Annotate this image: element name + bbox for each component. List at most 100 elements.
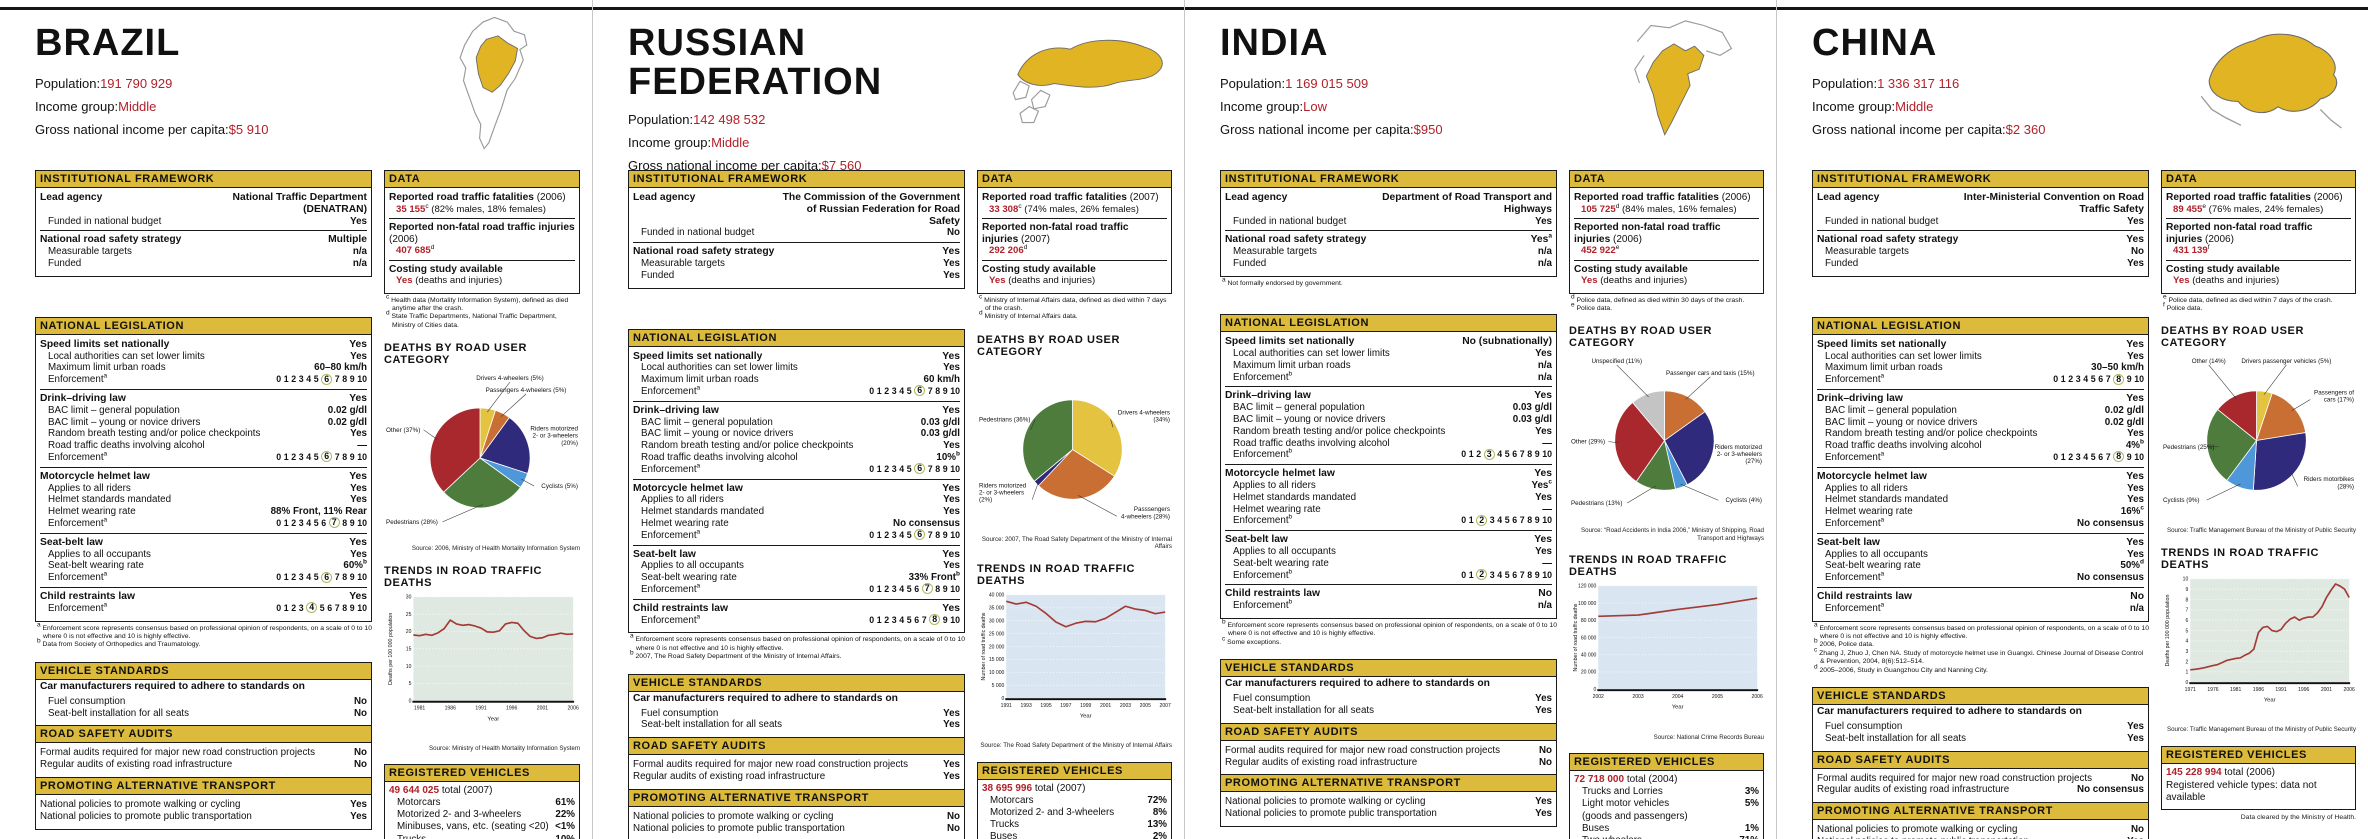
field-label: Enforcementa [40, 517, 270, 530]
pie-slice-red [429, 407, 481, 493]
vehicle-type-row: Trucks 10% [389, 834, 575, 839]
vehicle-type-label: Trucks and Lorries [1582, 786, 1663, 798]
footnote: b 2007, The Road Safety Department of th… [630, 649, 842, 661]
field-row: Random breath testing and/or police chec… [633, 440, 960, 452]
alternative-transport-section-body: National policies to promote walking or … [629, 807, 964, 839]
field-value: Yes [349, 393, 367, 405]
field-value: n/a [353, 258, 367, 270]
enforcement-score-digit: 4 [899, 463, 905, 474]
footnote-marker: a [103, 570, 108, 578]
field-value-text: Yes [1531, 479, 1549, 491]
enforcement-score-digit: 1 [1468, 569, 1474, 580]
pie-label-text: (2%) [979, 496, 992, 503]
national-legislation-section-body: Speed limits set nationally No (subnation… [1221, 332, 1556, 618]
field-value-text: Yes [1535, 808, 1552, 820]
x-tick-label: 1971 [2185, 687, 2196, 693]
field-label: Applies to all occupants [40, 549, 344, 561]
field-label: Enforcementb [1225, 371, 1532, 384]
enforcement-score-digit: 2 [291, 572, 297, 583]
footnote-marker: d [386, 310, 390, 318]
enforcement-scale: 0 1 2 3 4 5 6 7 8 9 10 [1461, 569, 1552, 581]
field-label: Helmet wearing rate [633, 518, 887, 530]
field-row: Applies to all riders Yes [1817, 483, 2144, 495]
left-column: INSTITUTIONAL FRAMEWORK Lead agency Inter-… [1812, 170, 2149, 839]
enforcement-score-digit: 8 [1527, 569, 1533, 580]
field-label-text: Applies to all riders [641, 494, 724, 506]
trend-line [2190, 583, 2350, 671]
income-group-value: Middle [118, 99, 157, 114]
field-group: Seat-belt law Yes Applies to all occupants… [1817, 532, 2144, 587]
field-label: National road safety strategy [1225, 234, 1525, 246]
info-line: Income group:Low [1220, 99, 1443, 114]
vehicle-type-value: 22% [555, 809, 575, 821]
field-label: Formal audits required for major new roa… [40, 747, 348, 759]
enforcement-score-digit: 3 [298, 374, 304, 385]
enforcement-score-digit: 6 [914, 583, 920, 594]
vehicle-standards-section-title: VEHICLE STANDARDS [1813, 687, 2148, 705]
enforcement-score-digit: 0 [1461, 515, 1467, 526]
footnote-marker: b [2140, 438, 2144, 446]
field-value: Yes [2126, 234, 2144, 246]
field-row: Road traffic deaths involving alcohol — [1225, 438, 1552, 450]
field-label: Funded in national budget [1817, 216, 2121, 228]
data-item-value: Yes [989, 275, 1006, 286]
vehicle-standards-section-intro: Car manufacturers required to adhere to … [40, 680, 305, 692]
enforcement-score-digit: 2 [2068, 451, 2074, 462]
field-value: No [354, 708, 367, 720]
registered-vehicles-title: REGISTERED VEHICLES [385, 765, 579, 783]
footnote: f Police data. [2163, 301, 2203, 312]
footnote-marker: b [1222, 618, 1226, 626]
alternative-transport-section-title: PROMOTING ALTERNATIVE TRANSPORT [629, 789, 964, 807]
vehicle-type-row: Trucks and Lorries 3% [1574, 786, 1759, 798]
field-row: Applies to all occupants Yes [633, 560, 960, 572]
field-label-text: BAC limit – young or novice drivers [1825, 416, 1978, 428]
enforcement-score-digit: 9 [1534, 515, 1540, 526]
footnote-marker: b [1288, 514, 1293, 522]
enforcement-score-digit: 3 [891, 614, 897, 625]
field-row: Applies to all riders Yes [633, 494, 960, 506]
pie-slice-orange [2255, 393, 2307, 442]
field-value: 0 1 2 3 4 5 6 7 8 9 10 [869, 583, 960, 596]
vehicle-standards-section-body: Car manufacturers required to adhere to … [1813, 705, 2148, 751]
vehicle-standards-section: VEHICLE STANDARDS Car manufacturers requi… [1220, 659, 1557, 724]
registered-extra-note: Registered vehicle types: data not avail… [2166, 779, 2317, 803]
field-row: National road safety strategy Yes [633, 246, 960, 258]
pie-label: Pedestrians (25%) [2163, 444, 2214, 451]
field-label-text: Helmet wearing rate [641, 517, 729, 529]
field-label-text: Fuel consumption [1233, 693, 1311, 705]
enforcement-scale: 0 1 2 3 4 5 6 7 8 9 10 [276, 602, 367, 614]
field-row: Lead agency Inter-Ministerial Convention … [1817, 192, 2144, 216]
field-label-text: Random breath testing and/or police chec… [1233, 425, 1446, 437]
russia-map-icon [1004, 14, 1176, 152]
field-label-text: Enforcement [48, 517, 104, 529]
field-row: Regular audits of existing road infrastr… [1817, 784, 2144, 796]
data-item: Reported non-fatal road traffic injuries… [1574, 218, 1759, 260]
field-value-text: 33% Front [908, 572, 957, 584]
field-row: Enforcementa 0 1 2 3 4 5 6 7 8 9 10 [1817, 451, 2144, 464]
field-value-text: Yes [2126, 392, 2144, 404]
enforcement-score-digit: 2 [291, 451, 297, 462]
footnote: a Not formally endorsed by government. [1222, 276, 1343, 287]
field-value-text: No consensus [2077, 784, 2144, 796]
field-label-text: Random breath testing and/or police chec… [641, 440, 854, 452]
field-value: 33% Frontb [908, 571, 960, 584]
field-label: National policies to promote walking or … [633, 811, 941, 823]
enforcement-score-digit: 4 [1497, 569, 1503, 580]
enforcement-score-digit: 9 [942, 463, 948, 474]
gni-label: Gross national income per capita: [35, 122, 229, 137]
field-label: Applies to all riders [40, 483, 344, 495]
field-value-text: 60 km/h [923, 374, 961, 386]
deaths-pie-chart: Passenger cars and taxis (15%) Riders mot… [1571, 358, 1763, 507]
field-label-text: Drink–driving law [633, 404, 719, 416]
field-value: 0.02 g/dl [328, 405, 367, 417]
field-label-text: Motorcycle helmet law [1817, 470, 1927, 482]
field-value-text: 4% [2125, 440, 2141, 452]
field-value-text: — [1542, 503, 1552, 515]
field-row: Funded in national budget No [633, 227, 960, 239]
field-label-text: Seat-belt law [1817, 536, 1880, 548]
field-label: Seat-belt installation for all seats [40, 708, 348, 720]
field-value: The Commission of the Government of Russ… [777, 192, 960, 227]
pie-label-text: Other (37%) [386, 427, 420, 434]
field-label-text: Funded [1233, 257, 1267, 269]
field-label-text: Motorcycle helmet law [633, 482, 743, 494]
